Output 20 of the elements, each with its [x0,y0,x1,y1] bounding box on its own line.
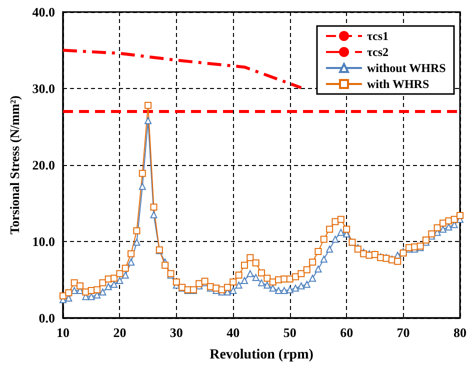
x-tick-label: 60 [340,325,354,340]
x-tick-label: 80 [454,325,466,340]
legend-label: without WHRS [366,61,446,75]
legend-label: τcs2 [366,45,389,59]
x-tick-label: 40 [226,325,240,340]
y-axis-title: Torsional Stress (N/mm²) [7,96,22,234]
y-tick-label: 0.0 [38,310,55,326]
legend-label: with WHRS [366,77,430,91]
x-tick-label: 30 [170,325,183,340]
x-tick-label: 10 [56,325,70,340]
line-series [62,48,303,90]
x-axis-title: Revolution (rpm) [210,348,314,362]
y-tick-label: 30.0 [32,81,55,96]
y-tick-label: 20.0 [32,158,55,172]
x-tick-label: 70 [396,325,410,340]
x-tick-label: 20 [113,325,126,340]
y-tick-label: 10.0 [32,234,55,249]
legend-label: τcs1 [366,29,389,43]
y-tick-label: 40.0 [32,4,55,20]
x-tick-label: 50 [283,325,296,340]
